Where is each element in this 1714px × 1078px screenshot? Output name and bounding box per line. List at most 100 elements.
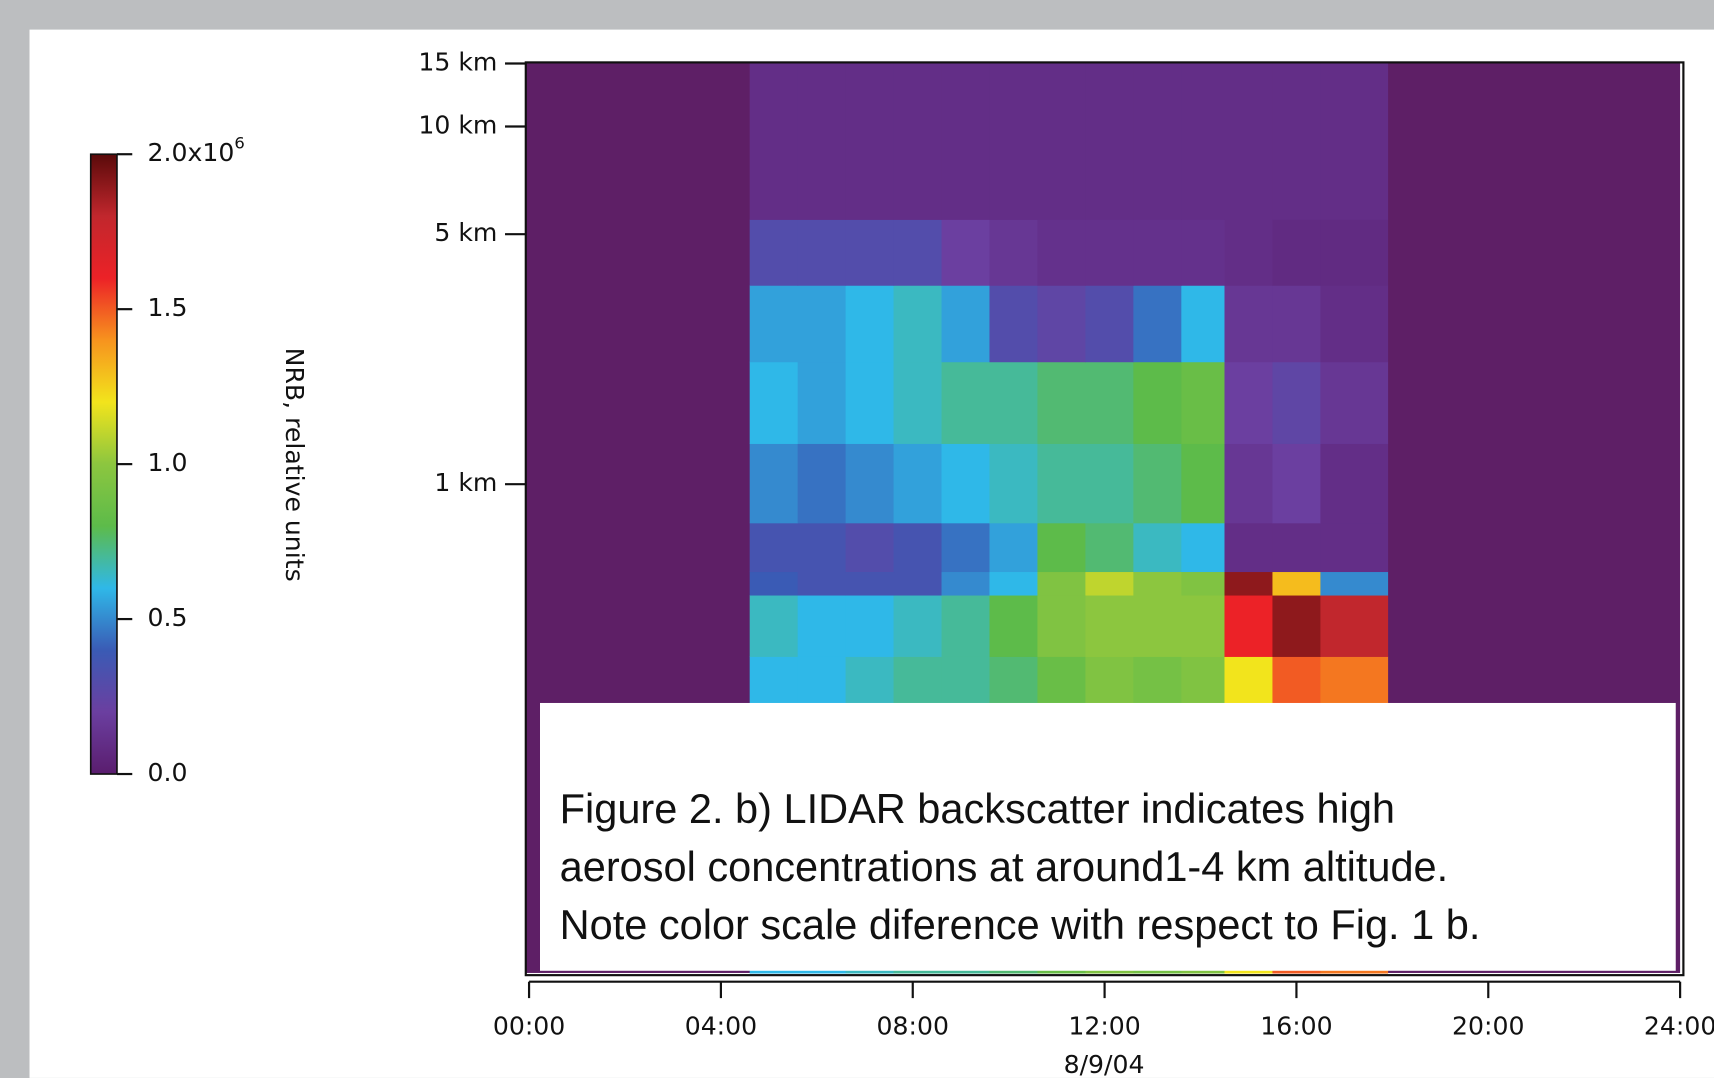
x-tick-label: 04:00 [685, 1012, 757, 1041]
caption-line: aerosol concentrations at around1-4 km a… [560, 843, 1449, 890]
heat-cell [750, 523, 799, 572]
heat-cell [942, 595, 991, 657]
heat-cell [1224, 571, 1273, 595]
heat-cell [942, 523, 991, 572]
heat-cell [846, 523, 895, 572]
x-tick-label: 16:00 [1260, 1012, 1332, 1041]
heat-cell [942, 63, 991, 219]
heat-cell [1181, 219, 1225, 285]
heat-cell [1037, 63, 1086, 219]
heat-cell [1133, 523, 1182, 572]
heat-cell [1037, 523, 1086, 572]
heat-cell [1181, 523, 1225, 572]
heat-cell [1272, 523, 1321, 572]
heat-cell [798, 362, 847, 444]
heat-cell [798, 443, 847, 523]
heat-cell [846, 595, 895, 657]
heat-cell [846, 443, 895, 523]
heat-cell [894, 443, 943, 523]
heat-cell [1133, 595, 1182, 657]
heat-cell [1037, 219, 1086, 285]
heat-cell [1224, 362, 1273, 444]
x-tick-label: 00:00 [493, 1012, 565, 1041]
y-tick-label: 15 km [418, 47, 497, 76]
heat-cell [989, 571, 1038, 595]
heat-cell [1181, 443, 1225, 523]
heat-cell [846, 63, 895, 219]
colorbar-tick-label: 1.5 [148, 293, 188, 322]
heat-cell [750, 595, 799, 657]
heat-cell [894, 219, 943, 285]
heat-cell [846, 362, 895, 444]
heat-cell [1320, 443, 1388, 523]
heat-cell [1224, 285, 1273, 362]
tick-text: 1.5 [148, 293, 188, 322]
heat-cell [1320, 285, 1388, 362]
heat-cell [798, 63, 847, 219]
tick-text: 2.0x10 [148, 138, 235, 167]
heat-cell [1085, 443, 1134, 523]
heat-cell [1320, 362, 1388, 444]
heat-cell [1272, 285, 1321, 362]
heat-cell [1133, 362, 1182, 444]
heat-cell [894, 362, 943, 444]
heat-cell [798, 219, 847, 285]
x-axis-label: 8/9/04 [1064, 1050, 1145, 1078]
heat-cell [1085, 362, 1134, 444]
heat-cell [1085, 285, 1134, 362]
heat-cell [1272, 443, 1321, 523]
heat-cell [894, 285, 943, 362]
heat-cell [798, 595, 847, 657]
heat-cell [1085, 63, 1134, 219]
colorbar-tick-label: 1.0 [148, 448, 188, 477]
heat-cell [1224, 443, 1273, 523]
heat-cell [1181, 595, 1225, 657]
heat-cell [1037, 595, 1086, 657]
colorbar-tick-label: 0.0 [148, 758, 188, 787]
x-tick-label: 24:00 [1644, 1012, 1714, 1041]
heat-cell [894, 571, 943, 595]
heat-cell [1224, 523, 1273, 572]
heat-cell [1320, 595, 1388, 657]
heat-cell [1037, 571, 1086, 595]
tick-text: 0.5 [148, 603, 188, 632]
heat-cell [894, 523, 943, 572]
heat-cell [1320, 523, 1388, 572]
heat-cell [1133, 63, 1182, 219]
heat-cell [1272, 595, 1321, 657]
heat-cell [750, 63, 799, 219]
colorbar [91, 154, 117, 774]
heat-cell [1272, 63, 1321, 219]
heat-cell [1085, 571, 1134, 595]
heat-cell [989, 219, 1038, 285]
heat-cell [1272, 219, 1321, 285]
heat-cell [894, 63, 943, 219]
heat-cell [1181, 362, 1225, 444]
heat-cell [1320, 219, 1388, 285]
heat-cell [1037, 443, 1086, 523]
heat-cell [1181, 63, 1225, 219]
heat-cell [750, 571, 799, 595]
tick-exponent: 6 [234, 133, 244, 152]
x-tick-label: 08:00 [877, 1012, 949, 1041]
tick-text: 1.0 [148, 448, 188, 477]
heat-cell [1133, 443, 1182, 523]
heat-cell [1133, 571, 1182, 595]
heat-cell [798, 571, 847, 595]
heat-cell [846, 219, 895, 285]
heat-cell [1320, 571, 1388, 595]
heat-cell [942, 362, 991, 444]
heat-cell [989, 285, 1038, 362]
heat-cell [750, 285, 799, 362]
heat-cell [750, 443, 799, 523]
heat-cell [1272, 571, 1321, 595]
heat-cell [798, 285, 847, 362]
colorbar-tick-label: 2.0x106 [148, 133, 245, 167]
heat-cell [798, 523, 847, 572]
heat-cell [989, 362, 1038, 444]
heat-cell [989, 443, 1038, 523]
y-tick-label: 5 km [434, 218, 497, 247]
heat-cell [750, 219, 799, 285]
heat-cell [942, 443, 991, 523]
heat-cell [1037, 285, 1086, 362]
